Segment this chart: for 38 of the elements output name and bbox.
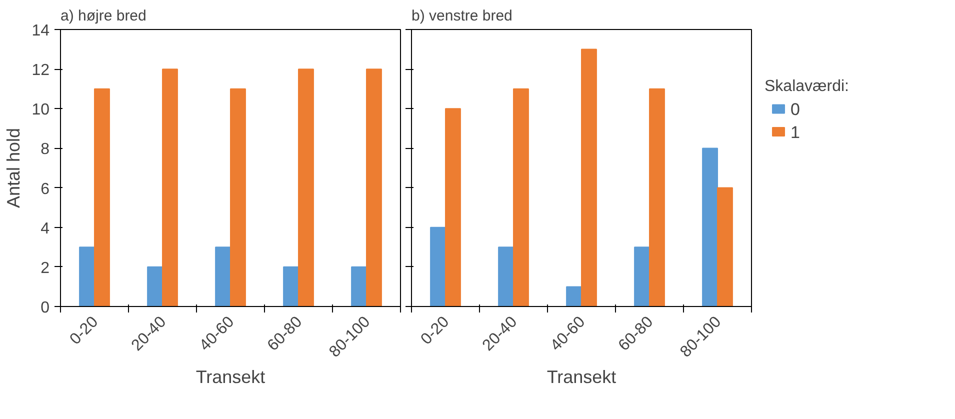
bar [498,246,514,306]
bar [702,148,718,306]
bar [147,266,163,306]
y-tick-label: 4 [40,220,50,238]
x-tick-label: 0-20 [66,313,102,348]
y-tick-label: 6 [40,180,50,198]
y-tick-label: 14 [32,22,50,40]
y-axis-title: Antal hold [4,128,24,208]
legend-label: 0 [790,100,800,120]
bar [230,88,246,306]
x-axis-title: Transekt [546,367,616,388]
bar [79,246,95,306]
chart-title: b) venstre bred [412,8,512,24]
bar [634,246,650,306]
bar [717,187,733,306]
bar [94,88,110,306]
bar [351,266,367,306]
chart-title: a) højre bred [60,8,146,24]
x-tick-label: 0-20 [418,313,453,348]
bar [445,108,461,306]
bar [430,226,446,306]
bar [283,266,299,306]
legend-title: Skalaværdi: [764,78,849,95]
bar [513,88,529,306]
y-tick-label: 8 [40,141,50,158]
bar [215,246,231,306]
y-tick-label: 12 [32,62,50,80]
bar [366,68,382,306]
bar [649,88,665,306]
legend-label: 1 [790,122,800,142]
bar [566,286,582,306]
bar [298,68,314,306]
x-axis-title: Transekt [196,367,266,388]
bar [162,68,178,306]
bar [581,48,597,306]
y-tick-label: 0 [40,300,50,316]
y-tick-label: 10 [32,102,50,119]
y-tick-label: 2 [40,260,50,277]
